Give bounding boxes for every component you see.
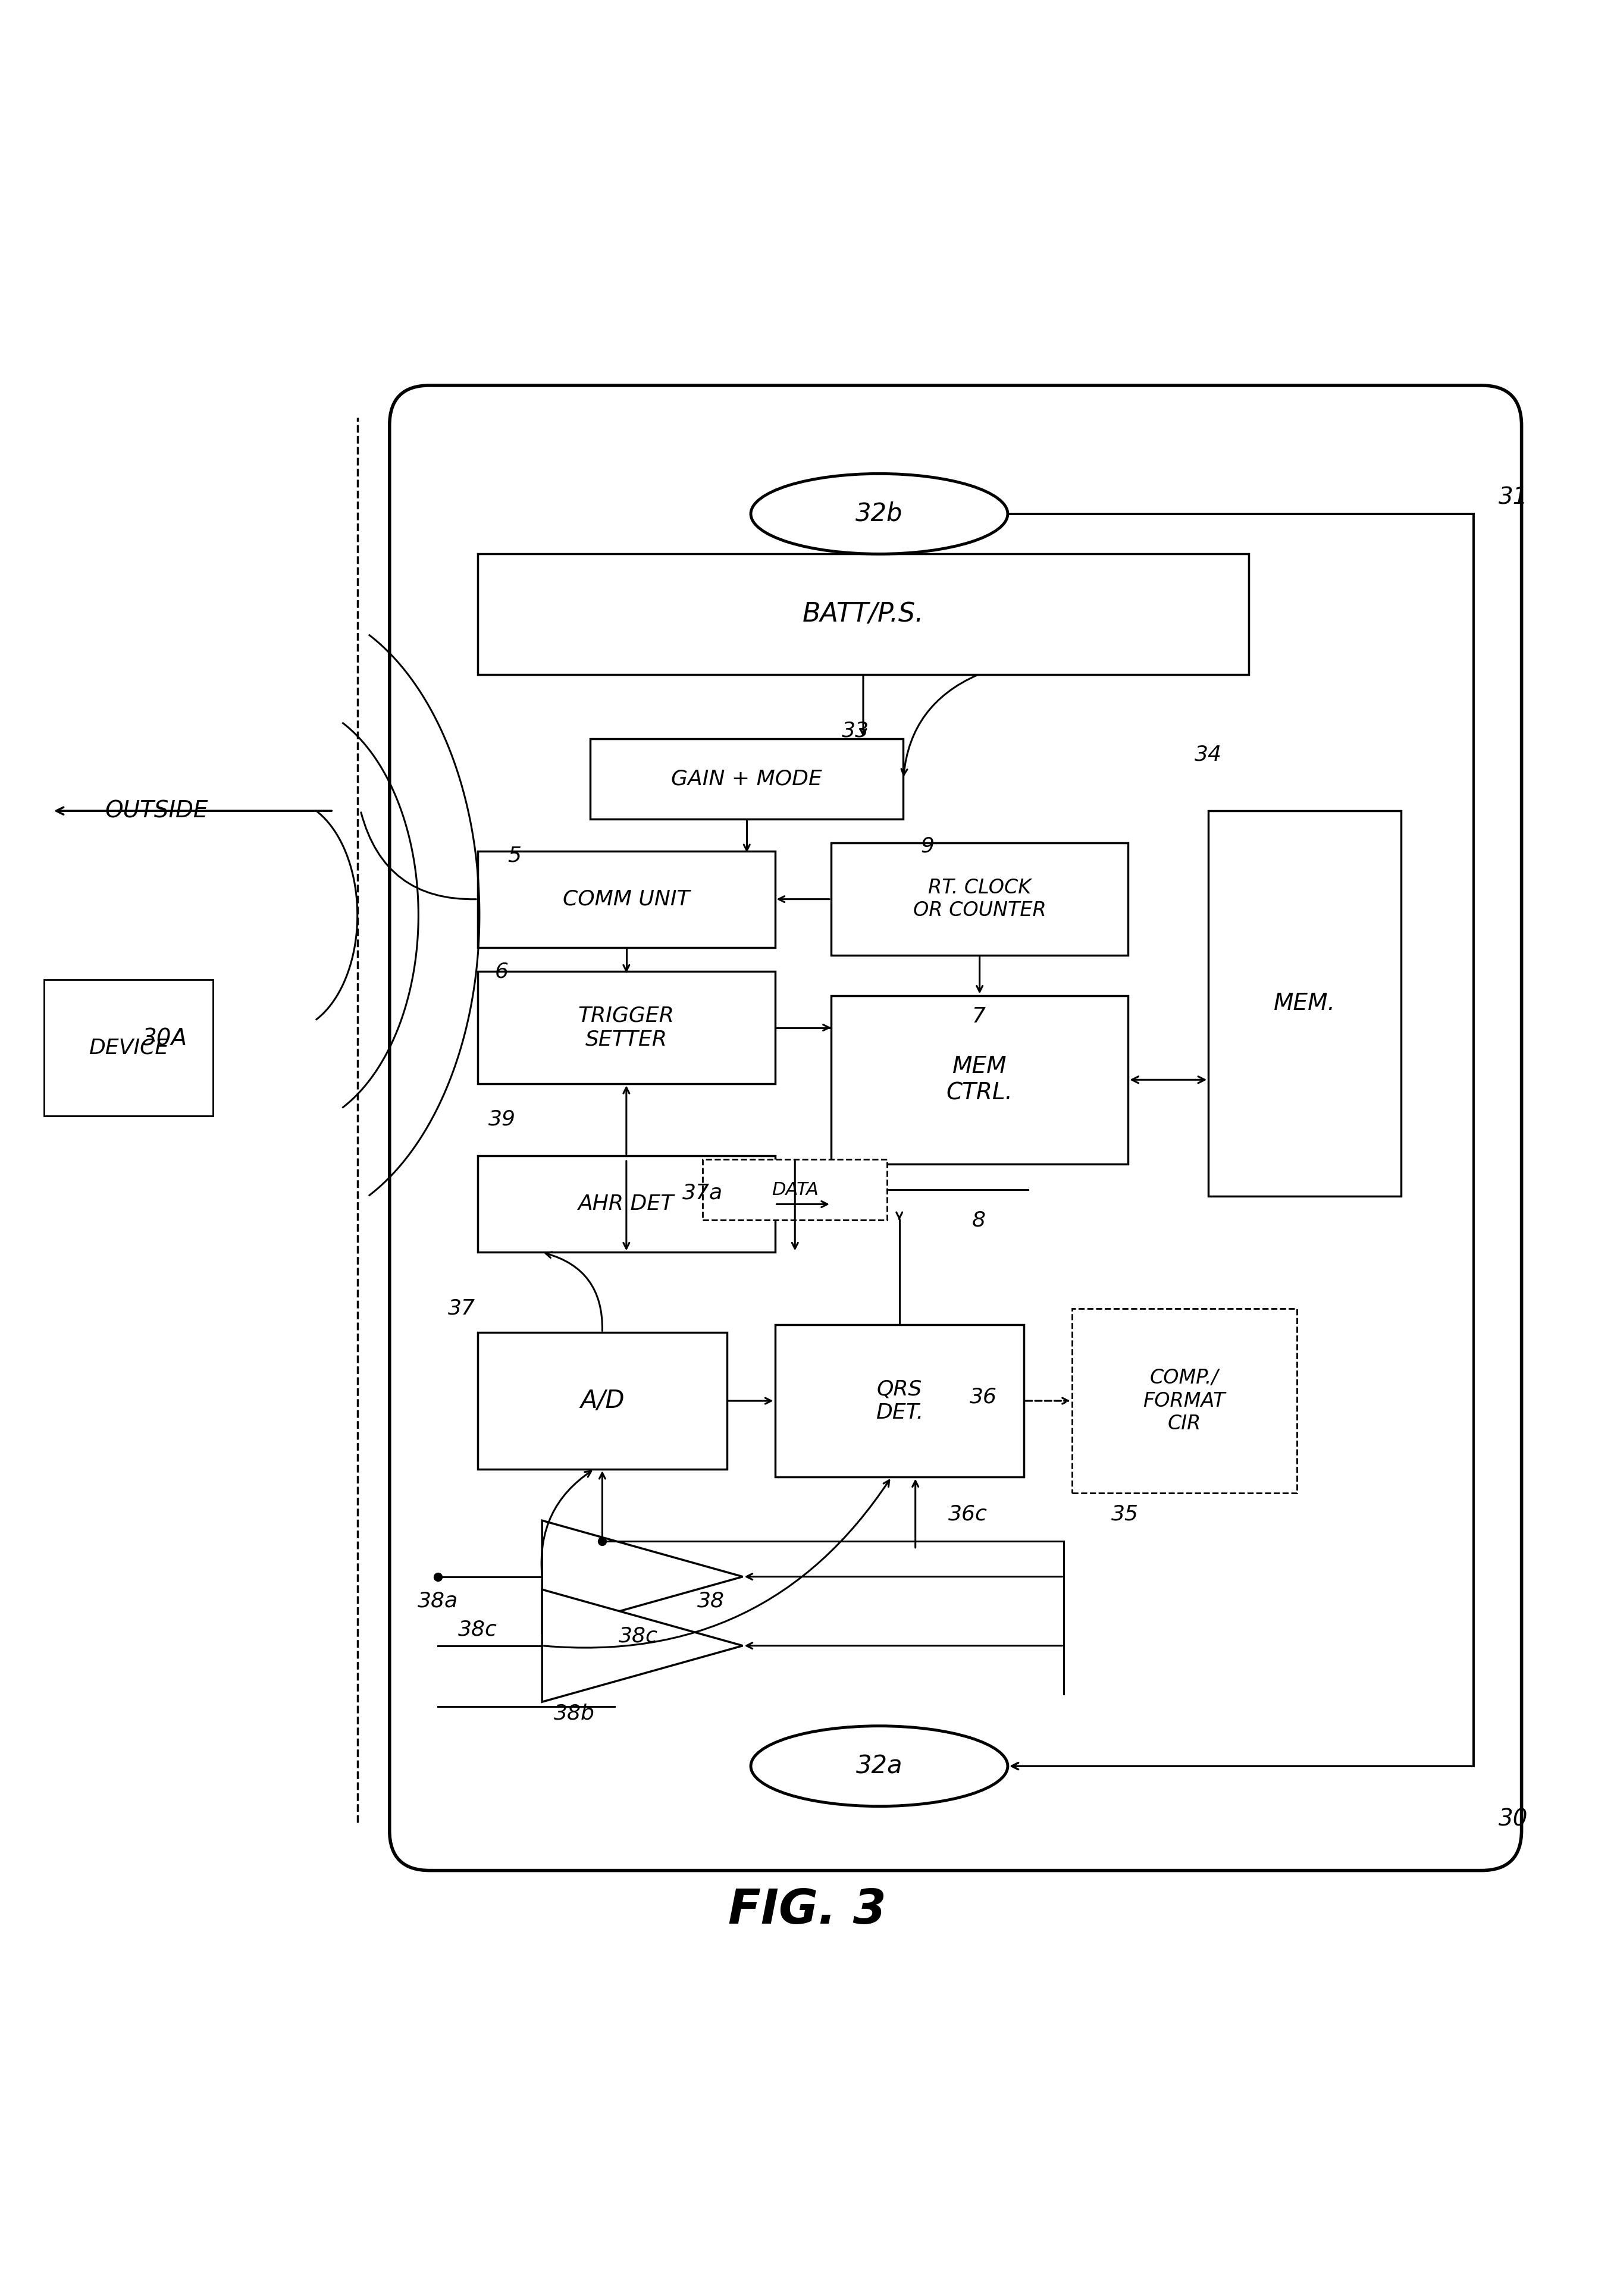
Polygon shape: [542, 1520, 742, 1632]
Text: TRIGGER
SETTER: TRIGGER SETTER: [578, 1006, 675, 1049]
Text: 39: 39: [487, 1109, 515, 1130]
Text: 36c: 36c: [947, 1504, 988, 1525]
Bar: [1072, 1309, 1296, 1492]
Text: 37a: 37a: [683, 1182, 723, 1203]
Text: 37: 37: [449, 1300, 476, 1318]
Bar: [478, 1332, 726, 1469]
Text: 30: 30: [1499, 1807, 1528, 1830]
Text: 7: 7: [972, 1006, 986, 1026]
Text: 32a: 32a: [855, 1754, 902, 1779]
Text: 33: 33: [841, 721, 868, 742]
Text: 38c: 38c: [458, 1619, 497, 1639]
Bar: [591, 739, 904, 820]
Text: 8: 8: [972, 1210, 986, 1231]
Text: RT. CLOCK
OR COUNTER: RT. CLOCK OR COUNTER: [914, 877, 1046, 921]
Bar: [44, 980, 213, 1116]
Text: 38b: 38b: [554, 1704, 594, 1724]
Text: 32b: 32b: [855, 501, 902, 526]
Text: BATT/P.S.: BATT/P.S.: [802, 602, 923, 627]
Text: 30A: 30A: [142, 1029, 187, 1049]
Text: 34: 34: [1194, 744, 1222, 765]
Text: 9: 9: [920, 836, 935, 856]
Bar: [775, 1325, 1023, 1476]
Text: DATA: DATA: [771, 1180, 818, 1199]
Bar: [831, 996, 1128, 1164]
Polygon shape: [542, 1589, 742, 1701]
Text: 38a: 38a: [418, 1591, 458, 1612]
Text: 36: 36: [970, 1387, 997, 1407]
Text: QRS
DET.: QRS DET.: [875, 1380, 923, 1424]
Text: 31: 31: [1499, 487, 1528, 510]
FancyBboxPatch shape: [389, 386, 1522, 1871]
Text: MEM
CTRL.: MEM CTRL.: [946, 1056, 1014, 1104]
Text: A/D: A/D: [579, 1389, 625, 1414]
Text: MEM.: MEM.: [1273, 992, 1336, 1015]
Ellipse shape: [751, 1727, 1007, 1807]
Bar: [478, 971, 775, 1084]
Bar: [478, 852, 775, 948]
Ellipse shape: [751, 473, 1007, 553]
Text: COMP./
FORMAT
CIR: COMP./ FORMAT CIR: [1143, 1368, 1225, 1433]
Text: AHR DET: AHR DET: [578, 1194, 675, 1215]
Text: 38: 38: [697, 1591, 725, 1612]
Bar: [478, 1155, 775, 1251]
Bar: [478, 553, 1249, 675]
Text: FIG. 3: FIG. 3: [728, 1887, 886, 1933]
Text: 35: 35: [1112, 1504, 1138, 1525]
Text: DEVICE: DEVICE: [89, 1038, 168, 1058]
Bar: [702, 1159, 888, 1219]
Bar: [1209, 810, 1401, 1196]
Text: 38c: 38c: [618, 1626, 659, 1646]
Text: COMM UNIT: COMM UNIT: [563, 889, 689, 909]
Text: OUTSIDE: OUTSIDE: [105, 799, 208, 822]
Bar: [831, 843, 1128, 955]
Text: GAIN + MODE: GAIN + MODE: [671, 769, 822, 790]
Text: 6: 6: [495, 962, 508, 980]
Text: 5: 5: [508, 845, 521, 866]
